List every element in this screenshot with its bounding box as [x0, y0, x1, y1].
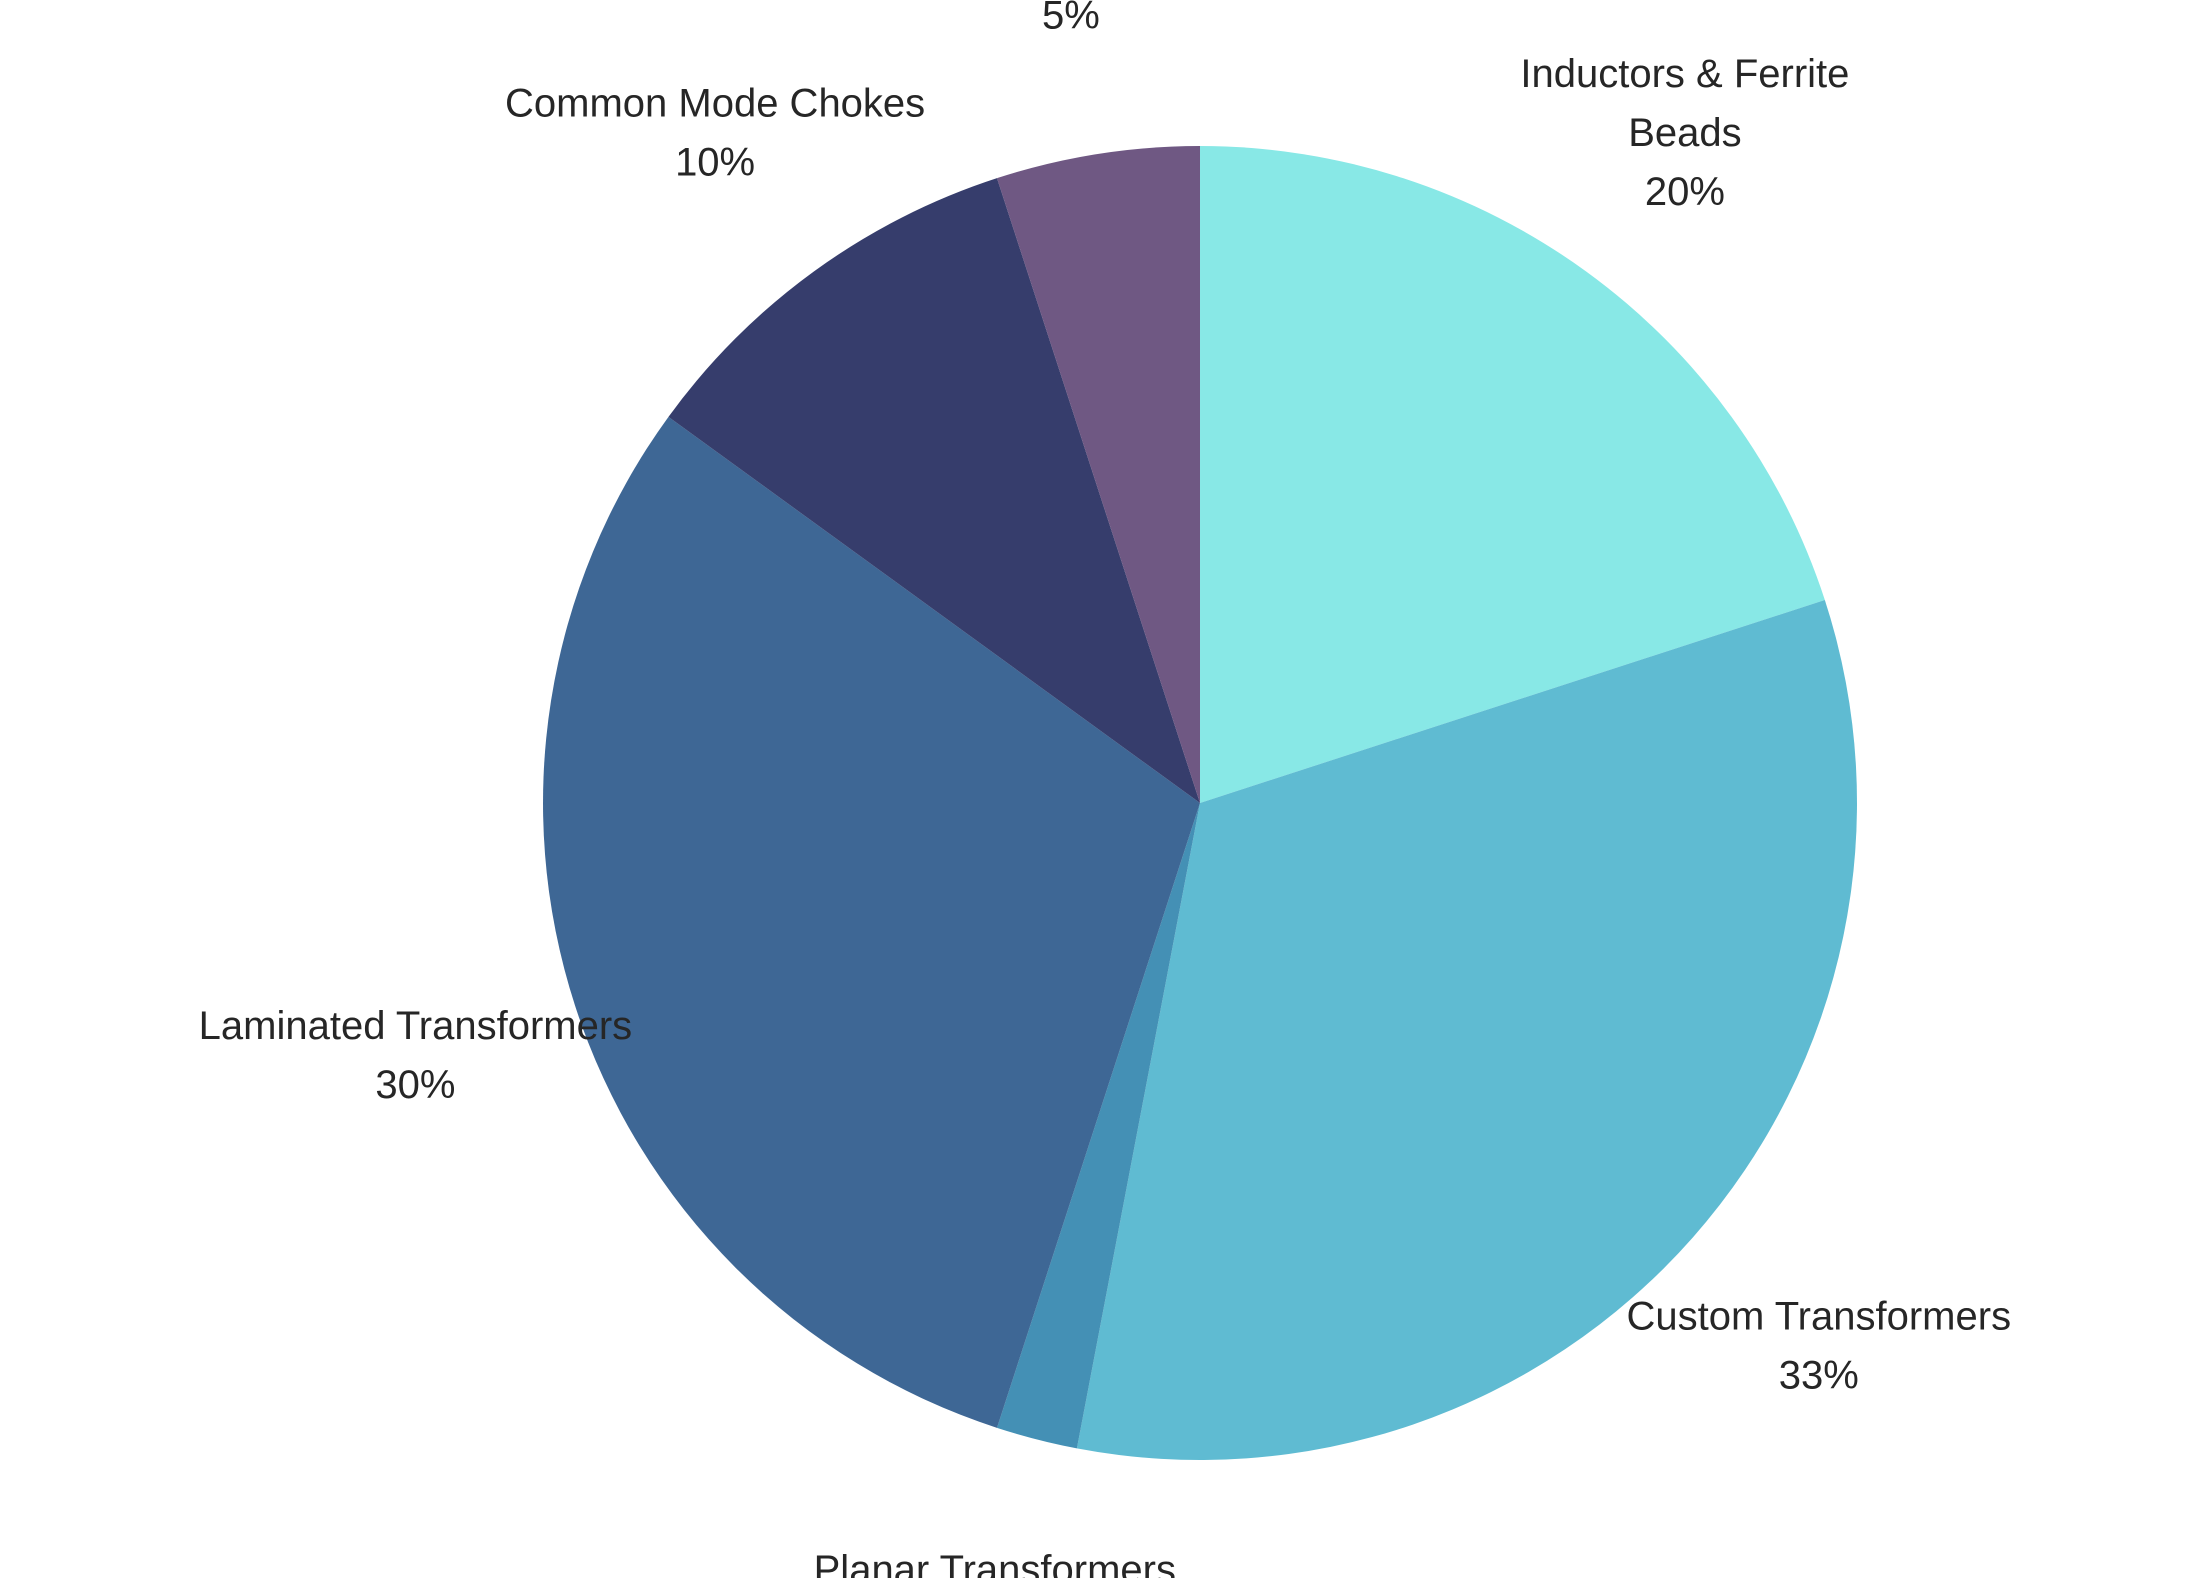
slice-label: Planar Transformers: [814, 1548, 1176, 1578]
slice-label: Inductors & Ferrite: [1520, 52, 1849, 96]
pie-slice-planar-transformers: [996, 803, 1200, 1449]
slice-label: Beads: [1628, 111, 1741, 155]
pie-slice-custom-transformers: [1076, 599, 1857, 1460]
pie-slice-lan-transformers: [996, 146, 1200, 803]
slice-label: Laminated Transformers: [199, 1004, 633, 1048]
slice-label-group-common-mode-chokes: Common Mode Chokes 10%: [505, 82, 925, 185]
pie-slices: [543, 146, 1857, 1460]
pie-slice-common-mode-chokes: [668, 178, 1200, 803]
pie-slice-laminated-transformers: [543, 416, 1200, 1428]
slice-value-label: 5%: [1042, 0, 1100, 37]
slice-label-group-custom-transformers: Custom Transformers 33%: [1627, 1295, 2012, 1398]
pie-slice-inductors-and-ferrite-beads: [1200, 146, 1825, 803]
slice-value-label: 30%: [375, 1063, 455, 1107]
slice-value-label: 10%: [675, 141, 755, 185]
slice-label: Common Mode Chokes: [505, 82, 925, 126]
slice-value-label: 33%: [1779, 1354, 1859, 1398]
pie-labels: Inductors & Ferrite Beads 20% Custom Transf…: [199, 0, 2011, 1578]
slice-label-group-lan-transformers: Lan Transformers5%: [1042, 0, 1100, 37]
slice-label-group-planar-transformers: Planar Transformers2%: [814, 1548, 1176, 1578]
slice-label-group-laminated-transformers: Laminated Transformers 30%: [199, 1004, 633, 1107]
slice-value-label: 20%: [1645, 170, 1725, 214]
slice-label-group-inductors-and-ferrite-beads: Inductors & Ferrite Beads 20%: [1520, 52, 1849, 214]
slice-label: Custom Transformers: [1627, 1295, 2012, 1339]
